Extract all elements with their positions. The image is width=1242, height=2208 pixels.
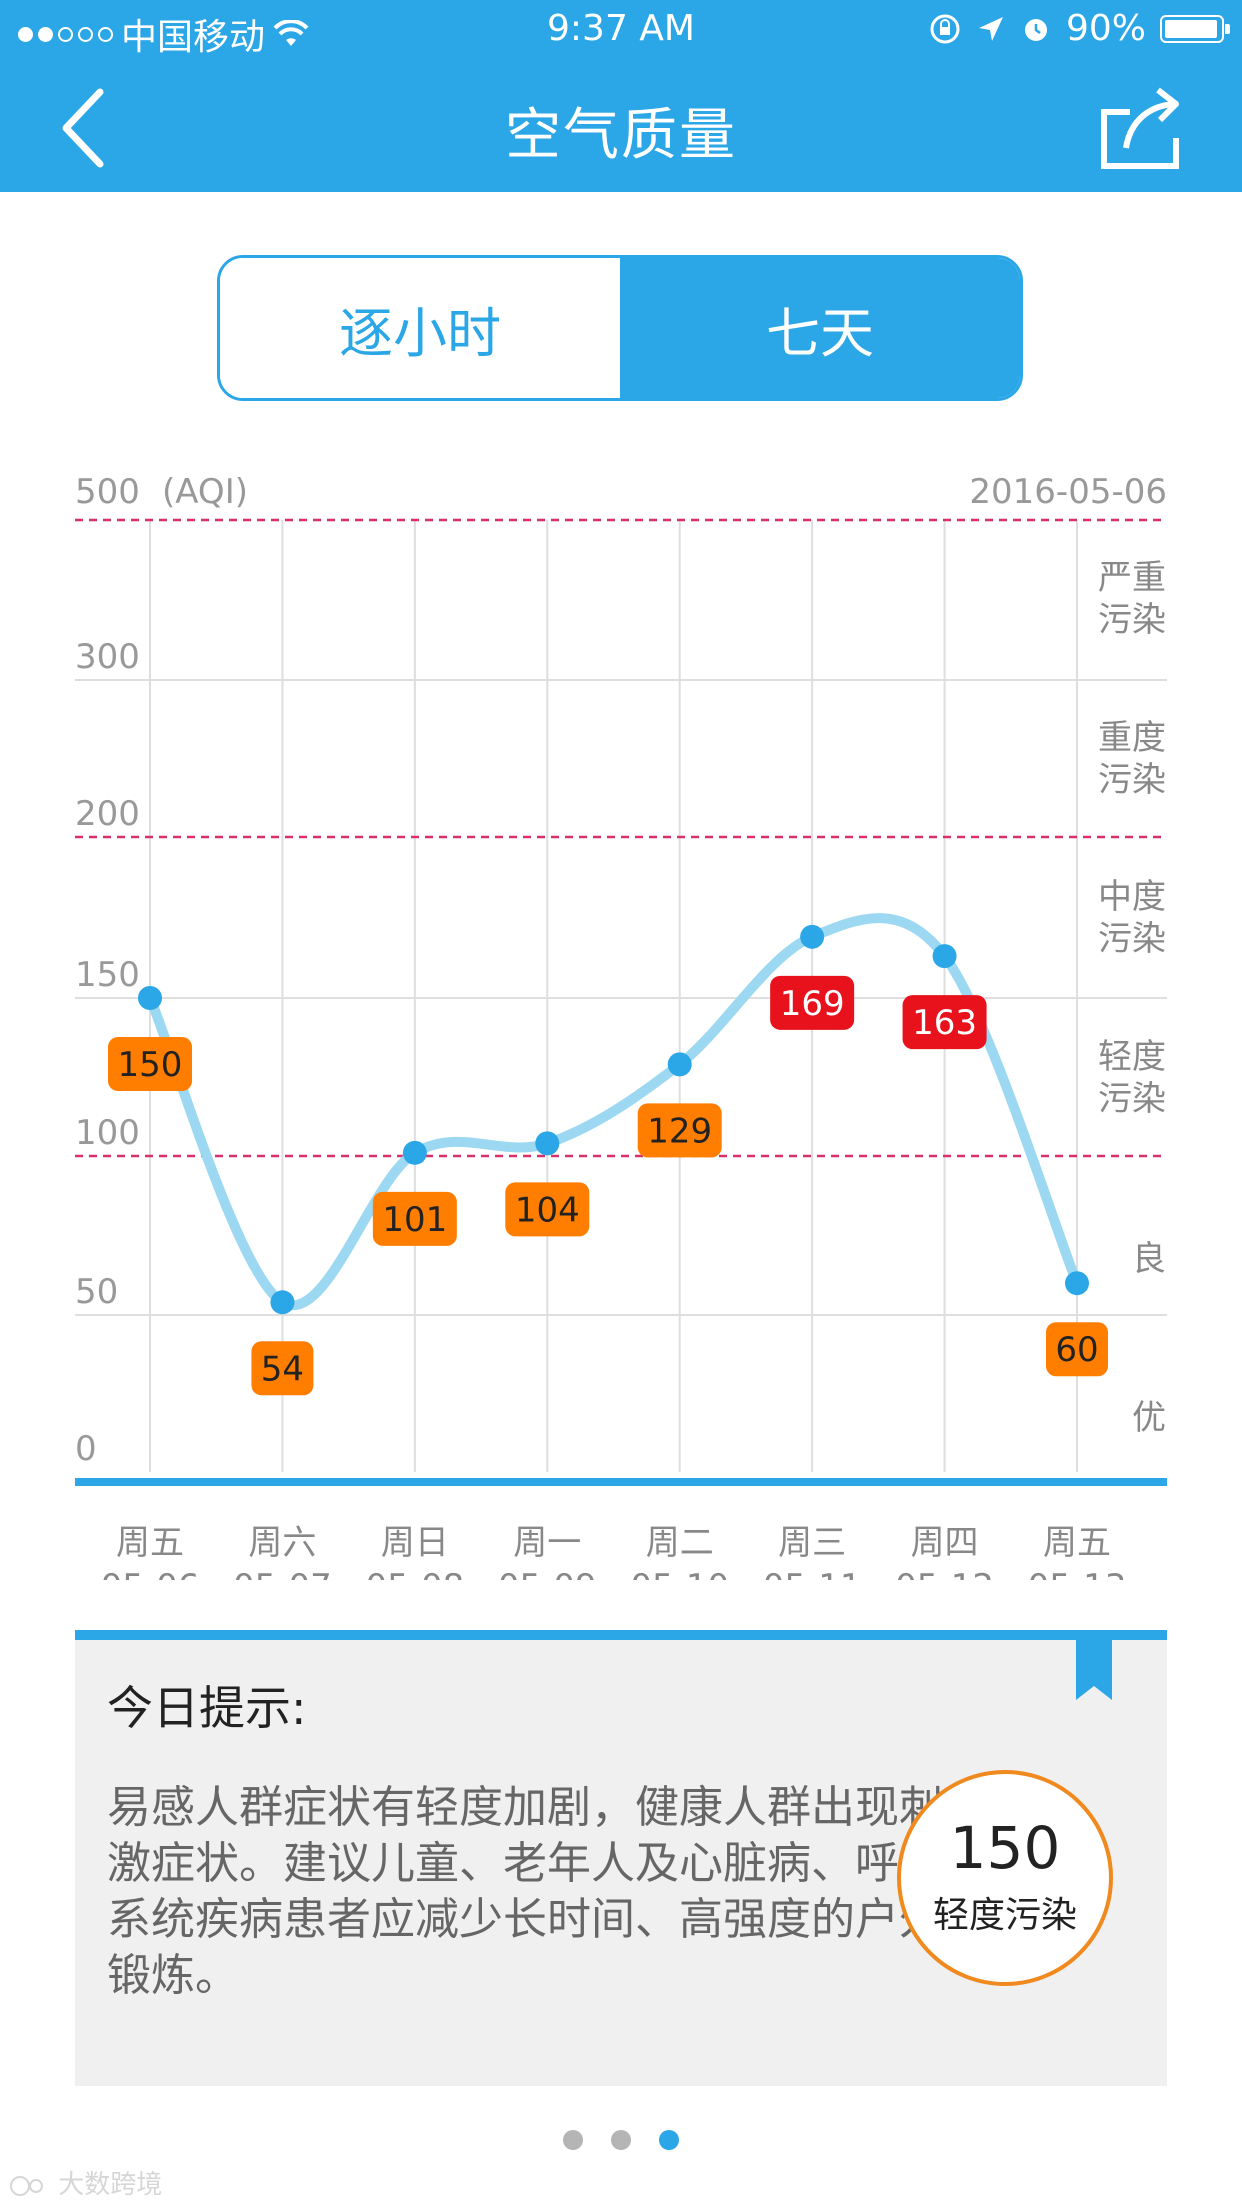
level-label: 重度 — [1098, 718, 1166, 758]
aqi-summary-badge: 150 轻度污染 — [897, 1770, 1113, 1986]
value-badge — [637, 1103, 722, 1158]
data-label: 129 — [647, 1111, 712, 1151]
card-top-bar — [75, 1630, 1167, 1640]
value-badge — [1046, 1322, 1108, 1377]
value-badge — [902, 995, 987, 1050]
y-tick-label: 0 — [75, 1429, 97, 1469]
x-date-label: 05-13 — [1028, 1567, 1127, 1580]
data-label: 104 — [515, 1190, 580, 1230]
y-tick-label: 150 — [75, 955, 140, 995]
aqi-value: 150 — [949, 1814, 1061, 1882]
value-badge — [372, 1191, 457, 1246]
location-icon — [978, 16, 1003, 41]
level-label: 优 — [1132, 1398, 1166, 1438]
x-date-label: 05-06 — [101, 1567, 200, 1580]
x-day-label: 周五 — [1043, 1523, 1111, 1563]
value-badge — [108, 1037, 192, 1091]
page-title: 空气质量 — [505, 103, 737, 168]
data-label: 54 — [261, 1349, 304, 1389]
value-badge — [505, 1182, 590, 1237]
x-date-label: 05-08 — [365, 1567, 464, 1580]
data-label: 60 — [1055, 1330, 1098, 1370]
level-label: 轻度 — [1098, 1037, 1166, 1077]
wifi-icon — [273, 20, 309, 46]
tab-hourly[interactable]: 逐小时 — [220, 258, 620, 398]
x-day-label: 周五 — [116, 1523, 184, 1563]
page-dot-1[interactable] — [563, 2130, 583, 2150]
level-label: 污染 — [1098, 919, 1166, 959]
y-tick-label: 100 — [75, 1113, 140, 1153]
x-day-label: 周六 — [248, 1523, 316, 1563]
tab-seven-day[interactable]: 七天 — [620, 258, 1020, 398]
data-label: 163 — [912, 1003, 977, 1043]
x-date-label: 05-07 — [233, 1567, 332, 1580]
status-time: 9:37 AM — [547, 8, 695, 49]
tip-text: 易感人群症状有轻度加剧，健康人群出现刺激症状。建议儿童、老年人及心脏病、呼吸系统… — [107, 1782, 943, 2001]
data-point[interactable] — [402, 1140, 427, 1165]
carrier-label: 中国移动 — [121, 17, 266, 58]
data-label: 101 — [382, 1200, 447, 1240]
bookmark-icon — [1076, 1640, 1112, 1700]
x-day-label: 周一 — [513, 1523, 581, 1563]
data-point[interactable] — [932, 944, 957, 969]
x-day-label: 周四 — [911, 1523, 979, 1563]
tip-heading: 今日提示: — [107, 1681, 307, 1735]
x-day-label: 周二 — [646, 1523, 714, 1563]
rotation-lock-icon — [930, 14, 960, 43]
data-point[interactable] — [270, 1290, 295, 1315]
share-icon[interactable] — [1096, 82, 1186, 172]
page-dot-2[interactable] — [611, 2130, 631, 2150]
x-day-label: 周日 — [381, 1523, 449, 1563]
x-date-label: 05-12 — [895, 1567, 994, 1580]
data-label: 169 — [780, 984, 845, 1024]
level-label: 污染 — [1098, 1079, 1166, 1119]
nav-bar: 空气质量 — [0, 62, 1242, 192]
level-label: 污染 — [1098, 600, 1166, 640]
y-tick-label: 500 — [75, 472, 140, 512]
unit-label: (AQI) — [162, 472, 248, 512]
level-label: 污染 — [1098, 760, 1166, 800]
status-bar: 中国移动 9:37 AM 90% — [0, 0, 1242, 62]
level-label: 中度 — [1098, 877, 1166, 917]
page-dot-3[interactable] — [659, 2130, 679, 2150]
watermark-logo: 大数跨境 — [10, 2164, 162, 2201]
data-label: 150 — [118, 1045, 183, 1085]
data-point[interactable] — [667, 1052, 692, 1077]
status-icons: 90% — [928, 8, 1230, 49]
time-range-toggle: 逐小时 七天 — [217, 255, 1023, 401]
x-date-label: 05-10 — [630, 1567, 729, 1580]
back-icon[interactable] — [50, 78, 130, 178]
value-badge — [251, 1341, 314, 1396]
alarm-icon — [1024, 18, 1047, 41]
date-label: 2016-05-06 — [969, 472, 1167, 512]
aqi-line — [145, 913, 1082, 1311]
x-day-label: 周三 — [778, 1523, 846, 1563]
y-tick-label: 50 — [75, 1272, 118, 1312]
data-point[interactable] — [138, 986, 162, 1010]
data-point[interactable] — [535, 1131, 560, 1156]
data-point[interactable] — [1065, 1271, 1089, 1296]
x-date-label: 05-09 — [498, 1567, 597, 1580]
x-date-label: 05-11 — [763, 1567, 862, 1580]
y-tick-label: 300 — [75, 637, 140, 677]
aqi-level: 轻度污染 — [932, 1895, 1077, 1936]
battery-percent: 90% — [1065, 8, 1146, 49]
signal-strength-icon — [18, 26, 113, 42]
battery-icon — [1160, 14, 1230, 43]
signal-area: 中国移动 — [18, 8, 309, 60]
page-indicator — [0, 2130, 1242, 2150]
value-badge — [770, 975, 855, 1030]
tip-card: 今日提示: 易感人群症状有轻度加剧，健康人群出现刺激症状。建议儿童、老年人及心脏… — [75, 1630, 1167, 2086]
data-point[interactable] — [800, 924, 825, 949]
level-label: 严重 — [1098, 558, 1166, 598]
level-label: 良 — [1132, 1239, 1166, 1279]
y-tick-label: 200 — [75, 794, 140, 834]
